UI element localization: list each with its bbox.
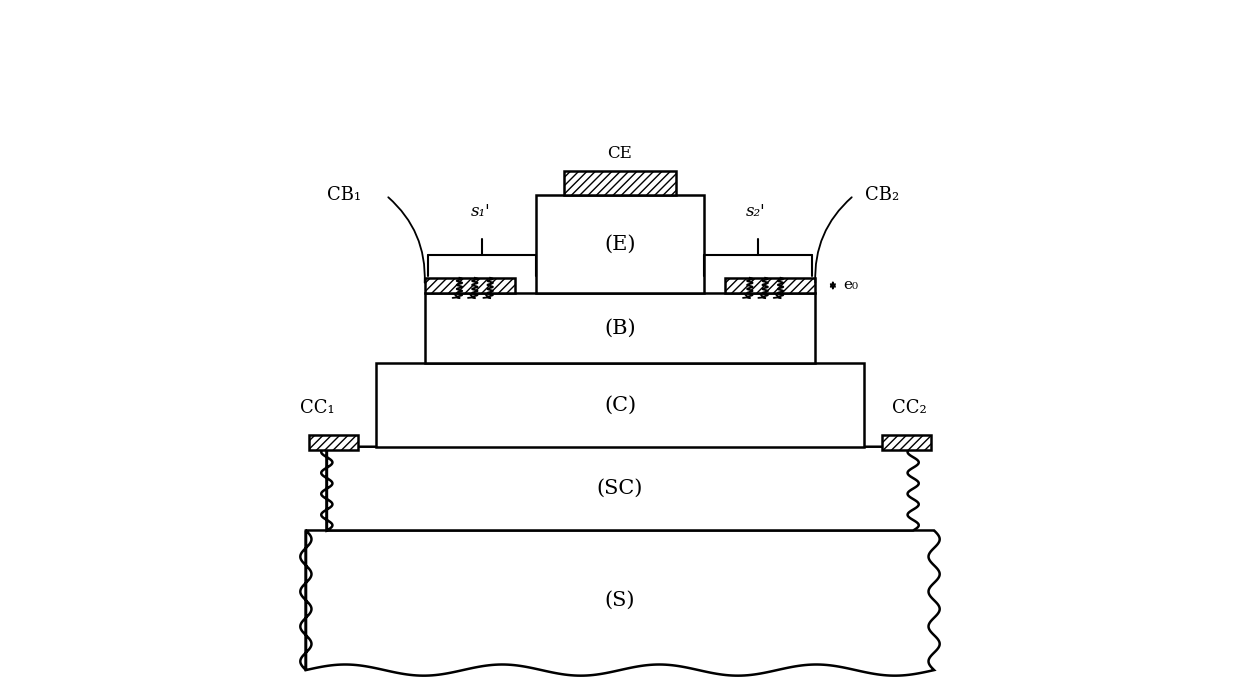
Bar — [424, 278, 516, 293]
Text: s₂': s₂' — [746, 203, 766, 220]
Bar — [376, 363, 864, 447]
Bar — [424, 293, 816, 363]
Text: (SC): (SC) — [596, 479, 644, 498]
Text: CC₁: CC₁ — [300, 399, 335, 417]
Text: e₀: e₀ — [843, 279, 858, 292]
Bar — [564, 171, 676, 195]
Polygon shape — [300, 530, 940, 676]
Polygon shape — [321, 447, 919, 530]
Text: (C): (C) — [604, 395, 636, 415]
Text: s₁': s₁' — [470, 203, 490, 220]
Bar — [882, 435, 930, 450]
Text: CB₁: CB₁ — [327, 186, 361, 205]
Text: CE: CE — [608, 145, 632, 162]
Bar — [536, 195, 704, 293]
Text: (B): (B) — [604, 318, 636, 338]
Bar — [310, 435, 358, 450]
Text: (S): (S) — [605, 591, 635, 610]
Text: CC₂: CC₂ — [893, 399, 928, 417]
Text: CB₂: CB₂ — [864, 186, 899, 205]
Bar — [724, 278, 816, 293]
Text: (E): (E) — [604, 235, 636, 254]
